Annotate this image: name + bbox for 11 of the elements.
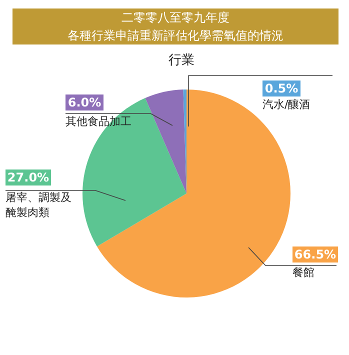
chart-title: 二零零八至零九年度 — [122, 10, 230, 24]
legend-label: 屠宰、調製及醃製肉類 — [6, 191, 72, 219]
data-label: 27.0% — [7, 170, 50, 184]
data-label: 6.0% — [68, 96, 102, 110]
text: 行業 — [168, 53, 194, 68]
chart-subtitle: 各種行業申請重新評估化學需氧值的情況 — [68, 28, 284, 42]
data-label: 66.5% — [294, 248, 336, 262]
data-label: 0.5% — [264, 82, 298, 96]
legend-label: 餐館 — [292, 266, 314, 279]
legend-label: 汽水/釀酒 — [262, 98, 310, 111]
legend-label: 其他食品加工 — [66, 115, 132, 128]
